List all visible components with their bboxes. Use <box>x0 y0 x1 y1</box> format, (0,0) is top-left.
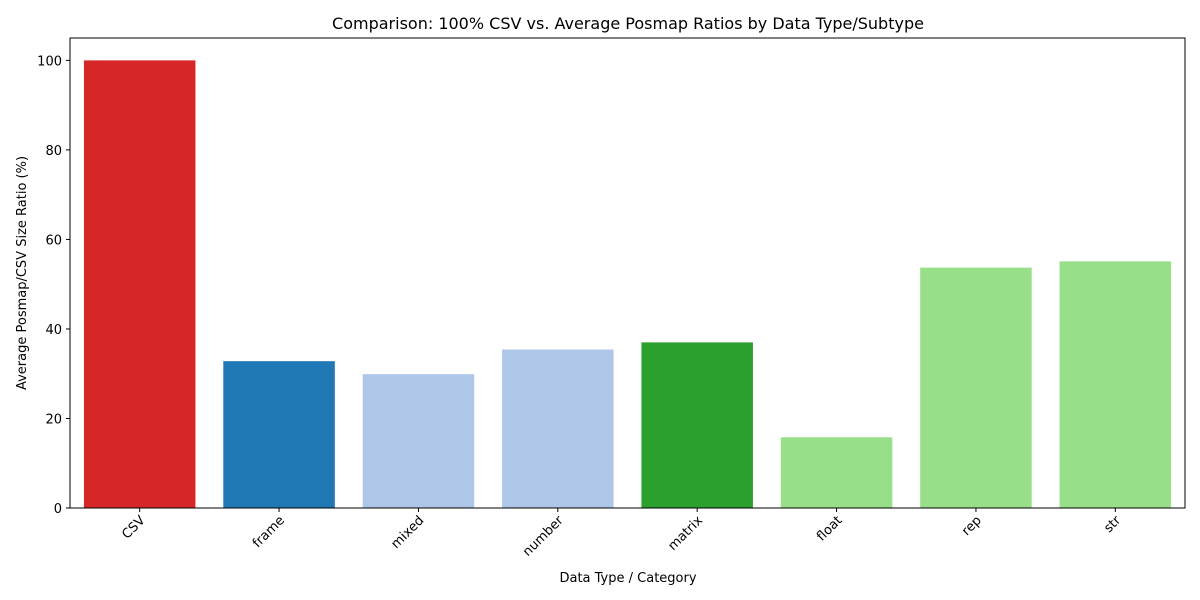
y-axis: 0 20 40 60 80 100 <box>37 54 70 517</box>
y-tick-label: 100 <box>37 54 62 69</box>
y-tick-label: 20 <box>45 412 62 427</box>
y-tick-label: 40 <box>45 323 62 338</box>
x-tick-label: float <box>814 513 845 544</box>
y-axis-label: Average Posmap/CSV Size Ratio (%) <box>15 156 30 390</box>
y-tick-label: 60 <box>45 233 62 248</box>
bar-csv <box>83 60 196 508</box>
x-tick-label: frame <box>250 513 288 551</box>
x-tick-label: number <box>520 513 567 560</box>
plot-frame <box>69 37 1186 509</box>
plot-area <box>83 60 1172 508</box>
bar-rep <box>920 267 1032 508</box>
bar-matrix <box>641 342 753 508</box>
x-axis-label: Data Type / Category <box>559 571 696 586</box>
x-tick-label: rep <box>959 513 985 539</box>
x-tick-label: CSV <box>119 513 148 542</box>
chart-title: Comparison: 100% CSV vs. Average Posmap … <box>332 14 924 33</box>
bar-number <box>502 349 614 508</box>
bar-mixed <box>362 374 475 508</box>
y-tick-label: 80 <box>45 144 62 159</box>
x-axis: CSV frame mixed number matrix float rep str <box>119 508 1125 560</box>
bar-frame <box>223 361 335 508</box>
bar-str <box>1059 261 1172 508</box>
y-tick-label: 0 <box>54 502 62 517</box>
bar-float <box>780 437 893 508</box>
x-tick-label: matrix <box>665 513 706 554</box>
x-tick-label: mixed <box>388 513 427 552</box>
x-tick-label: str <box>1101 513 1124 536</box>
